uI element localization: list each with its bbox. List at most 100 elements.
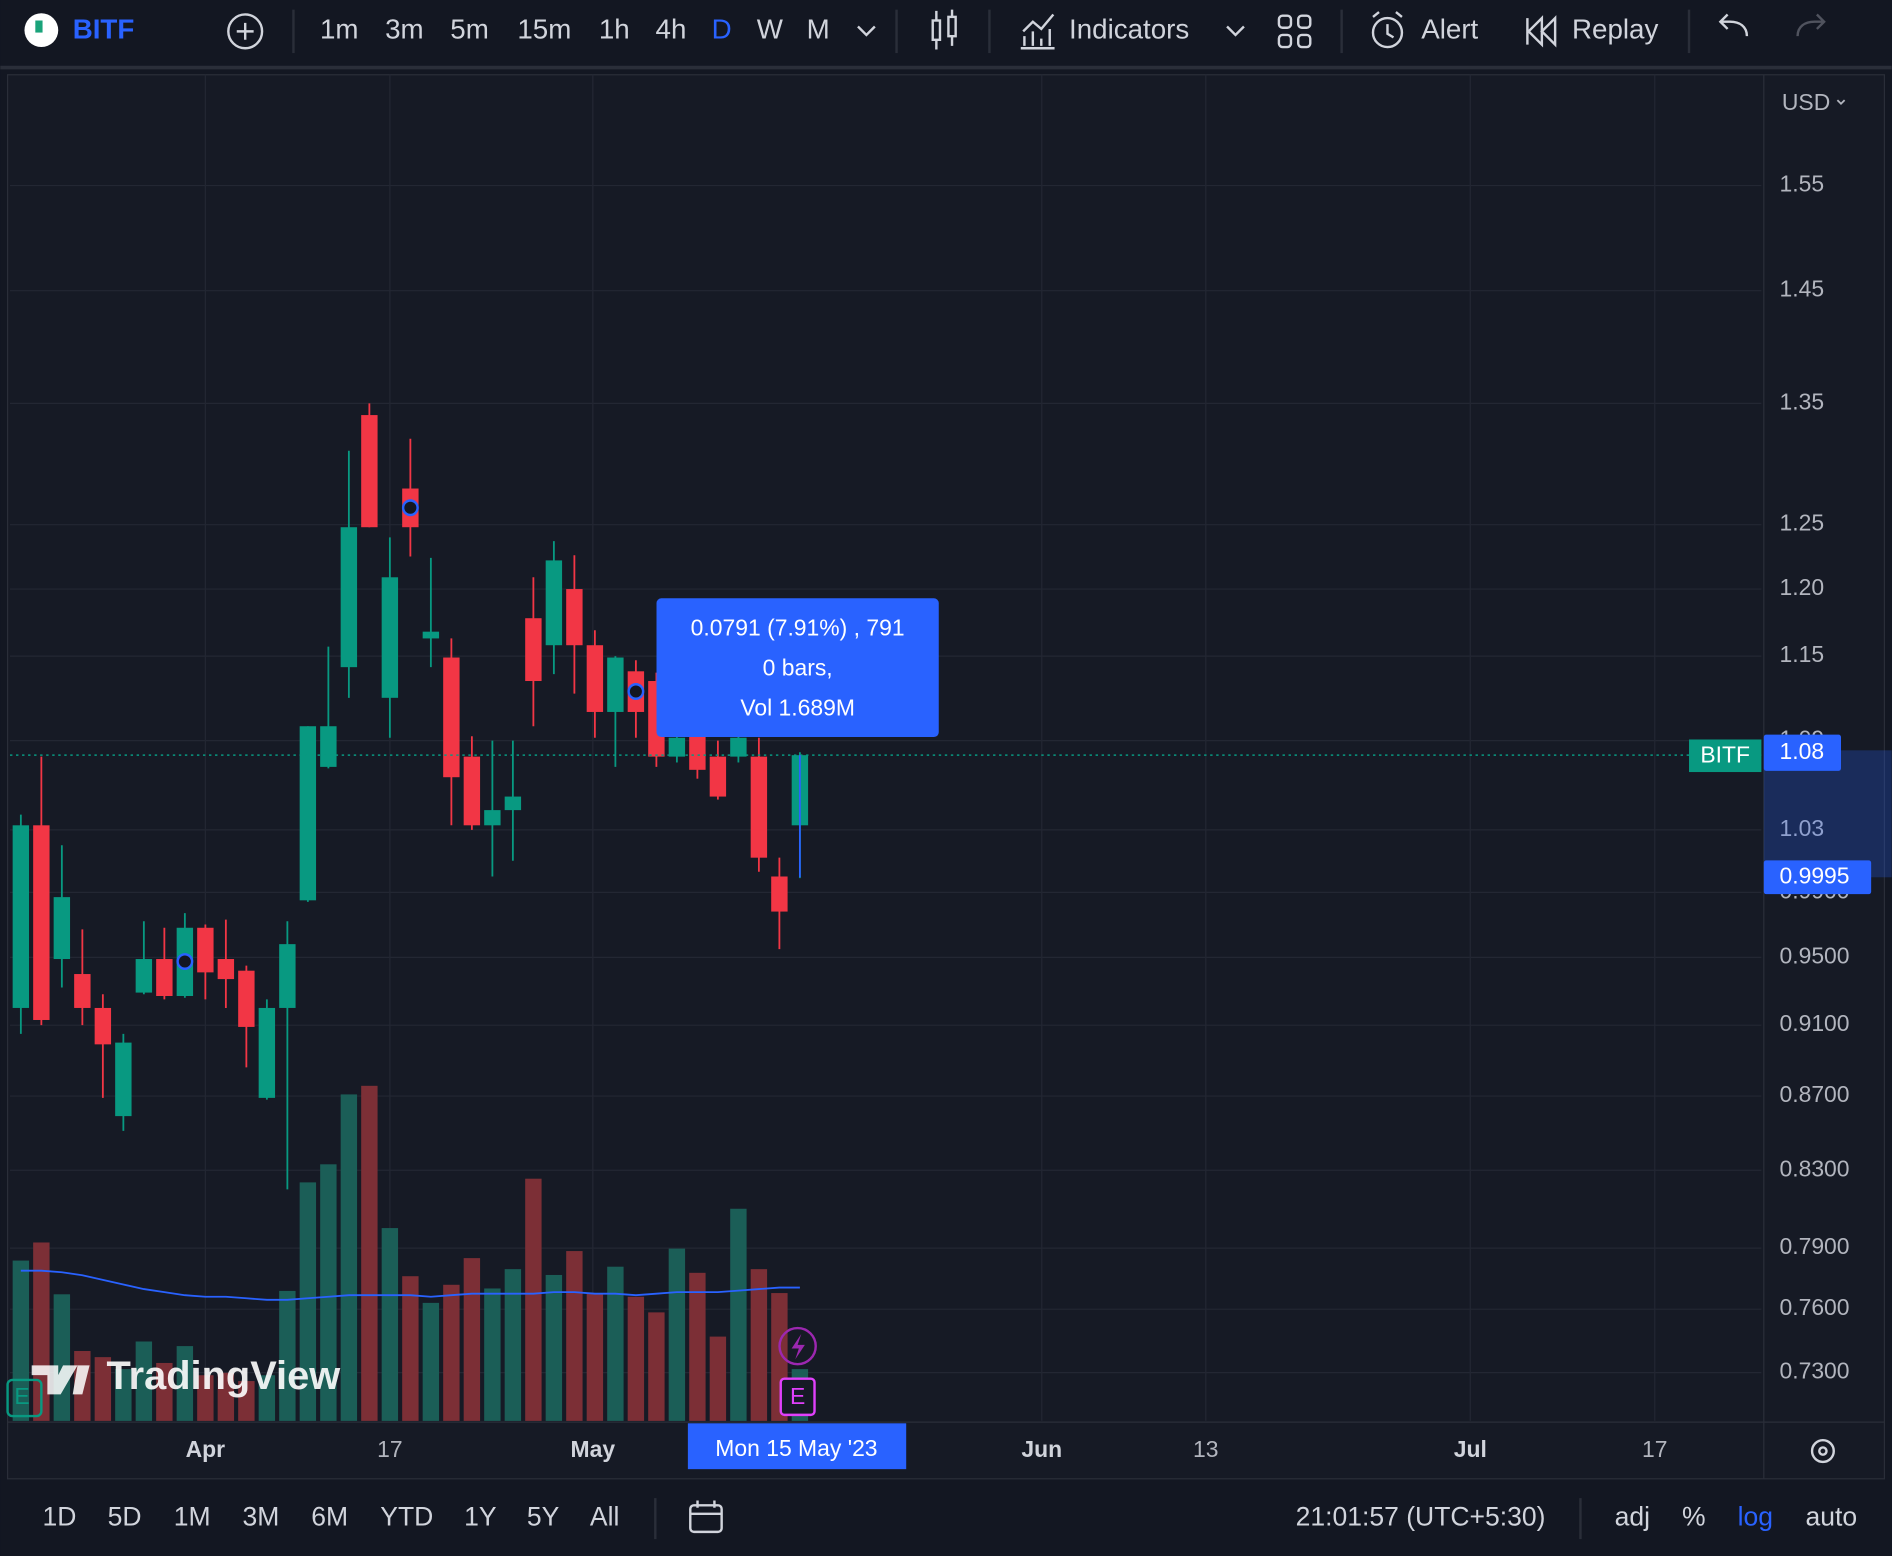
volume-ma-line <box>20 1269 800 1301</box>
candle-body <box>33 825 50 1020</box>
interval-button[interactable]: 4h <box>656 14 687 45</box>
volume-bar <box>135 1341 153 1421</box>
volume-bar <box>566 1251 583 1421</box>
x-tick-label: 13 <box>1193 1436 1218 1462</box>
y-tick-label: 0.9100 <box>1779 1010 1849 1036</box>
range-button[interactable]: 1D <box>42 1502 76 1532</box>
scale-option[interactable]: % <box>1682 1502 1706 1532</box>
candle-body <box>217 959 235 980</box>
candle-body <box>74 974 91 1008</box>
event-marker-box[interactable] <box>6 1378 43 1418</box>
last-price-tag <box>1763 734 1842 771</box>
interval-button[interactable]: M <box>807 14 830 45</box>
indicators-dropdown[interactable] <box>1226 25 1245 37</box>
layout-icon <box>1277 14 1293 29</box>
volume-bar <box>422 1302 440 1421</box>
alert-button[interactable]: Alert <box>1421 14 1478 45</box>
y-tick-label: 0.8700 <box>1779 1081 1849 1107</box>
interval-dropdown[interactable] <box>857 25 876 37</box>
range-button[interactable]: 3M <box>242 1502 279 1532</box>
volume-bar <box>361 1085 378 1421</box>
x-tick-label: Jun <box>1021 1436 1062 1462</box>
y-tick-label: 0.8300 <box>1779 1155 1849 1181</box>
volume-bar <box>381 1228 399 1421</box>
overlay: BITF 1.08 0.9995 Mon 15 May '23 0.0791 (7.91… <box>9 598 1892 1470</box>
interval-button[interactable]: 1m <box>320 14 359 45</box>
volume-bar <box>648 1312 665 1421</box>
y-tick-label: 1.25 <box>1779 510 1824 536</box>
settings-icon <box>1818 1446 1828 1456</box>
indicators-button[interactable]: Indicators <box>1069 14 1189 45</box>
x-tick-label: May <box>571 1436 616 1462</box>
candle-body <box>238 970 255 1027</box>
range-button[interactable]: 6M <box>311 1502 348 1532</box>
event-icon[interactable] <box>778 1326 817 1366</box>
interval-button[interactable]: 5m <box>450 14 489 45</box>
interval-button[interactable]: W <box>757 14 784 45</box>
alert-icon-hands <box>1372 11 1403 39</box>
candle-body <box>299 726 317 901</box>
undo-button[interactable] <box>1718 13 1749 37</box>
candles <box>12 403 809 1190</box>
scale-option[interactable]: log <box>1738 1502 1773 1532</box>
y-tick-label: 1.35 <box>1779 388 1824 414</box>
earnings-marker-box[interactable] <box>779 1377 816 1417</box>
scale-option[interactable]: auto <box>1806 1502 1858 1532</box>
symbol[interactable]: BITF <box>73 14 135 45</box>
layout-button[interactable] <box>1277 14 1312 49</box>
event-marker[interactable]: E <box>14 1383 29 1409</box>
volume-bar <box>176 1346 194 1421</box>
interval-button[interactable]: 1h <box>599 14 630 45</box>
volume-bar <box>279 1290 296 1421</box>
volume-bar <box>340 1094 358 1421</box>
range-button[interactable]: All <box>590 1502 619 1532</box>
earnings-marker[interactable]: E <box>790 1383 805 1409</box>
y-tick-label: 1.03 <box>1779 815 1824 841</box>
currency-dropdown[interactable] <box>1836 99 1846 106</box>
volume-bar <box>750 1269 768 1421</box>
y-tick-label: 1.20 <box>1779 574 1824 600</box>
range-button[interactable]: 1Y <box>464 1502 497 1532</box>
range-button[interactable]: YTD <box>380 1502 433 1532</box>
alert-icon <box>1371 16 1404 49</box>
range-button[interactable]: 5Y <box>527 1502 560 1532</box>
scale-option[interactable]: adj <box>1615 1502 1650 1532</box>
redo-button[interactable] <box>1796 13 1826 37</box>
symbol-tag-label: BITF <box>1700 741 1750 767</box>
range-button[interactable]: 5D <box>108 1502 142 1532</box>
currency[interactable]: USD <box>1782 89 1830 115</box>
candle-body <box>94 1007 112 1045</box>
volume-bar <box>94 1357 112 1421</box>
y-tick-label: 1.45 <box>1779 276 1824 302</box>
candle-body <box>156 959 173 997</box>
split-marker[interactable] <box>627 683 645 700</box>
range-button[interactable]: 1M <box>174 1502 211 1532</box>
interval-button[interactable]: 15m <box>517 14 571 45</box>
candle-body <box>709 756 727 797</box>
candle-body <box>730 737 747 757</box>
lightning-icon <box>791 1334 805 1360</box>
candle-body <box>750 756 768 858</box>
clock[interactable]: 21:01:57 (UTC+5:30) <box>1296 1502 1546 1532</box>
watermark-text: TradingView <box>106 1354 341 1398</box>
x-tick-label: 17 <box>1642 1436 1667 1462</box>
candle-body <box>422 631 440 639</box>
interval-button[interactable]: D <box>712 14 732 45</box>
add-symbol-button[interactable] <box>227 13 264 50</box>
replay-button[interactable]: Replay <box>1572 14 1658 45</box>
candle-body <box>197 927 214 973</box>
volume-bar <box>238 1381 255 1421</box>
settings-button[interactable] <box>1810 1438 1835 1464</box>
layout-icon <box>1277 33 1293 49</box>
candle-body <box>689 733 706 770</box>
candle-body <box>381 577 399 698</box>
split-marker[interactable] <box>176 953 194 970</box>
interval-button[interactable]: 3m <box>385 14 424 45</box>
crosshair-date-tag <box>687 1423 907 1470</box>
goto-date-button[interactable] <box>689 1504 723 1534</box>
volume-bar <box>545 1274 563 1421</box>
chart-type-button[interactable] <box>931 9 957 50</box>
split-marker[interactable] <box>401 499 419 517</box>
